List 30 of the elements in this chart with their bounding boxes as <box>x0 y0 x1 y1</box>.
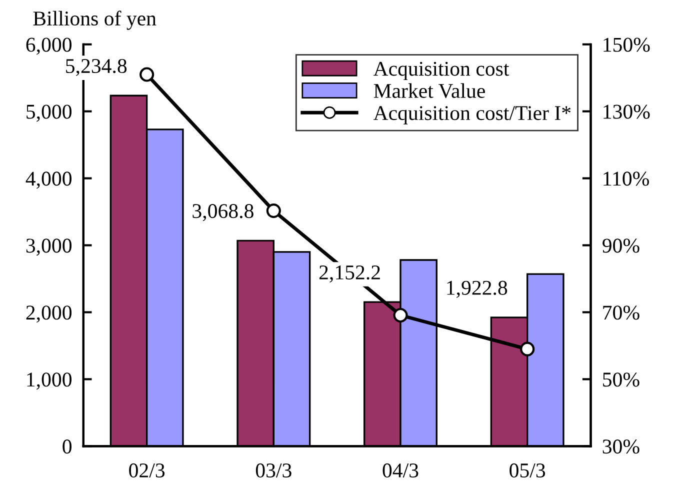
data-label: 1,922.8 <box>447 280 508 298</box>
y-tick-label: 6,000 <box>26 38 72 55</box>
x-tick-label: 04/3 <box>382 463 418 478</box>
y2-tick-label: 110% <box>604 172 649 186</box>
point <box>140 67 154 82</box>
y2-tick-label: 90% <box>602 238 640 253</box>
y-tick-label: 2,000 <box>26 306 72 323</box>
data-label: 3,068.8 <box>192 204 254 222</box>
point <box>393 308 408 323</box>
legend-label: Acquisition cost <box>373 62 510 80</box>
y-tick-label: 3,000 <box>26 238 72 256</box>
legend-label: Market Value <box>374 83 485 98</box>
y-tick-label: 0 <box>62 440 72 454</box>
y-tick-label: 1,000 <box>27 372 72 390</box>
y-tick-label: 4,000 <box>26 172 72 189</box>
data-label: 5,234.8 <box>66 58 127 76</box>
y-axis-title: Billions of yen <box>33 10 156 30</box>
y-tick-label: 5,000 <box>26 104 72 122</box>
legend-label: Acquisition cost/Tier I* <box>373 106 571 124</box>
y2-tick-label: 70% <box>603 306 640 320</box>
x-tick-label: 03/3 <box>256 463 292 478</box>
x-tick-label: 05/3 <box>510 463 546 478</box>
y2-tick-label: 150% <box>604 38 650 52</box>
y2-tick-label: 30% <box>602 440 640 454</box>
data-label: 2,152.2 <box>319 265 380 282</box>
point <box>266 203 281 218</box>
point <box>520 342 535 356</box>
y2-tick-label: 50% <box>603 372 640 387</box>
y2-tick-label: 130% <box>604 104 650 119</box>
x-tick-label: 02/3 <box>129 463 165 478</box>
